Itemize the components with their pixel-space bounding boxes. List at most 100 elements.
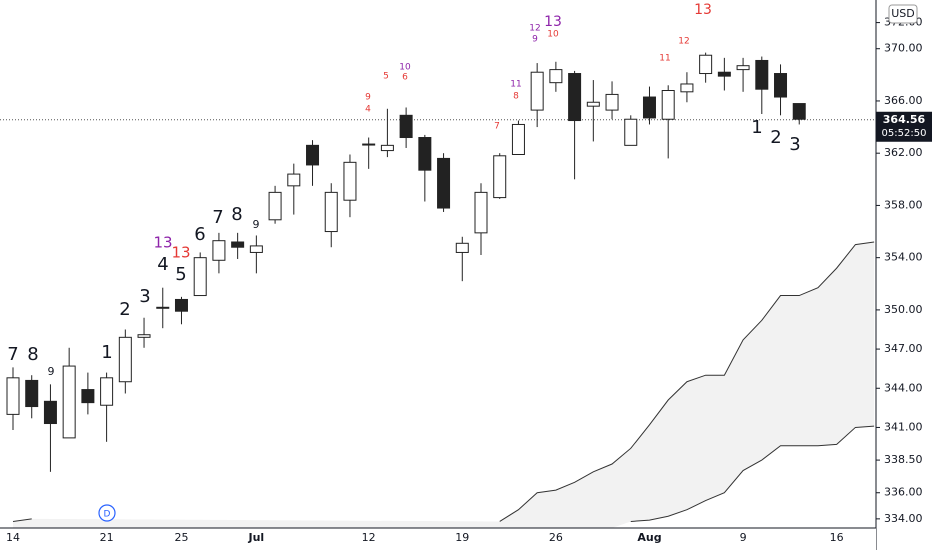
candle-body	[231, 241, 245, 248]
candle-body	[736, 65, 750, 71]
td-count: 1	[101, 342, 112, 363]
td-count: 6	[402, 73, 408, 83]
time-axis-bg	[0, 528, 876, 550]
session-marker: D	[104, 510, 111, 520]
td-count: 9	[48, 365, 55, 378]
price-axis-bg	[876, 0, 932, 550]
candle-body	[212, 240, 226, 261]
candle-body	[437, 157, 451, 209]
td-count: 13	[694, 2, 712, 18]
candle-body	[362, 143, 376, 146]
candle-body	[268, 191, 282, 221]
td-count: 4	[365, 105, 371, 115]
y-tick-label: 336.00	[884, 486, 923, 499]
candle-body	[249, 245, 263, 253]
td-count: 13	[153, 234, 172, 252]
td-count: 8	[513, 92, 519, 102]
y-tick-label: 341.00	[884, 420, 923, 433]
cloud-fill	[13, 241, 875, 528]
td-count: 9	[365, 93, 371, 103]
y-tick-label: 366.00	[884, 94, 923, 107]
td-count: 9	[253, 218, 260, 231]
td-count: 2	[119, 299, 130, 320]
candle-body	[399, 114, 413, 139]
candle-body	[717, 71, 731, 77]
td-count: 13	[171, 244, 190, 262]
td-count: 7	[212, 207, 223, 228]
cloud-line	[630, 425, 875, 522]
y-tick-label: 362.00	[884, 146, 923, 159]
y-tick-label: 370.00	[884, 42, 923, 55]
td-count: 12	[678, 37, 689, 47]
candle-body	[137, 334, 151, 338]
td-count: 5	[175, 264, 186, 285]
x-tick-label: 21	[100, 531, 114, 544]
candle-body	[324, 191, 338, 233]
y-tick-label: 350.00	[884, 303, 923, 316]
y-tick-label: 347.00	[884, 342, 923, 355]
candle-body	[493, 155, 507, 199]
candle-body	[418, 137, 432, 171]
candle-body	[62, 365, 76, 439]
candle-body	[474, 191, 488, 234]
last-price-box	[876, 111, 932, 142]
x-tick-label: 12	[362, 531, 376, 544]
candle-body	[287, 173, 301, 187]
candle-body	[43, 400, 57, 425]
y-tick-label: 344.00	[884, 381, 923, 394]
candle-body	[699, 54, 713, 75]
candle-body	[549, 69, 563, 84]
candle-body	[380, 144, 394, 152]
td-count: 7	[494, 122, 500, 132]
candle-body	[661, 90, 675, 120]
candle-body	[193, 257, 207, 297]
td-count: 12	[529, 24, 540, 34]
x-tick-label: 9	[740, 531, 747, 544]
candle-body	[118, 336, 132, 383]
candle-body	[174, 298, 188, 312]
td-count: 11	[510, 80, 521, 90]
candle-body	[343, 161, 357, 201]
x-tick-label: 25	[174, 531, 188, 544]
candle-body	[642, 96, 656, 119]
candle-body	[156, 306, 170, 309]
x-tick-label: 26	[549, 531, 563, 544]
td-count: 11	[659, 54, 670, 64]
td-count: 13	[544, 14, 562, 30]
candle-body	[25, 379, 39, 408]
td-count: 7	[7, 344, 18, 365]
y-tick-label: 354.00	[884, 251, 923, 264]
x-tick-label: 19	[455, 531, 469, 544]
td-count: 10	[399, 63, 411, 73]
candle-body	[624, 118, 638, 146]
candle-body	[530, 71, 544, 111]
candle-body	[774, 73, 788, 98]
x-tick-label: Aug	[637, 531, 661, 544]
td-count: 9	[532, 35, 538, 45]
countdown: 05:52:50	[882, 128, 927, 139]
td-count: 3	[139, 286, 150, 307]
td-count: 3	[789, 134, 800, 155]
td-count: 5	[383, 72, 389, 82]
td-count: 8	[27, 344, 38, 365]
td-count: 10	[547, 30, 559, 40]
x-tick-label: 14	[6, 531, 20, 544]
td-count: 1	[751, 117, 762, 138]
candle-body	[306, 144, 320, 166]
cloud-line	[12, 241, 875, 522]
candle-body	[455, 242, 469, 253]
candle-body	[6, 377, 20, 415]
y-tick-label: 334.00	[884, 512, 923, 525]
candle-body	[586, 101, 600, 107]
candle-body	[81, 389, 95, 404]
y-tick-label: 358.00	[884, 198, 923, 211]
candle-body	[755, 59, 769, 90]
td-count: 4	[157, 254, 168, 275]
x-tick-label: Jul	[248, 531, 265, 544]
candle-body	[568, 73, 582, 122]
candle-body	[680, 83, 694, 93]
currency: USD	[891, 7, 915, 20]
candle-body	[100, 377, 114, 406]
y-tick-label: 338.50	[884, 453, 923, 466]
